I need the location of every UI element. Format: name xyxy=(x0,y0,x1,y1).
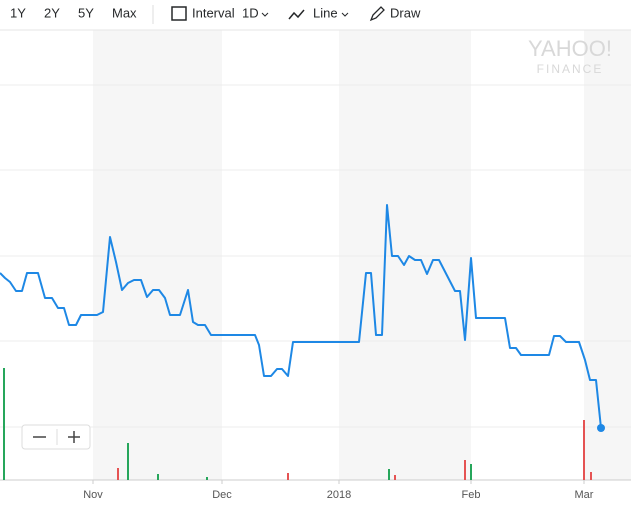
draw-icon xyxy=(369,6,385,22)
range-button[interactable]: 1Y xyxy=(10,5,26,20)
chart-type[interactable]: Line xyxy=(313,5,338,20)
plot: Nov Dec 2018 Feb Mar xyxy=(0,84,631,501)
interval-value[interactable]: 1D xyxy=(242,5,259,20)
volume-bar xyxy=(470,464,472,480)
x-tick-label: 2018 xyxy=(327,489,351,501)
range-button[interactable]: 5Y xyxy=(78,5,94,20)
chevron xyxy=(341,12,349,17)
last-point xyxy=(597,424,605,432)
interval-label[interactable]: Interval xyxy=(192,5,235,20)
x-tick-label: Nov xyxy=(83,489,103,501)
volume-bar xyxy=(464,460,466,480)
logo-brand: YAHOO! xyxy=(528,36,612,61)
volume-bar xyxy=(117,468,119,480)
band xyxy=(584,30,631,480)
x-tick-label: Mar xyxy=(575,489,594,501)
zoom-control xyxy=(21,424,91,450)
band xyxy=(93,30,222,480)
zoom-box xyxy=(21,424,91,450)
chevron xyxy=(261,12,269,17)
x-tick-label: Dec xyxy=(212,489,232,501)
logo-sub: FINANCE xyxy=(537,62,604,76)
volume-bar xyxy=(287,473,289,480)
interval-icon xyxy=(171,6,187,21)
draw-button[interactable]: Draw xyxy=(390,5,421,20)
toolbar: 1Y 2Y 5Y Max Interval 1D Line Draw xyxy=(10,5,421,24)
price-line xyxy=(0,204,602,429)
volume-bar xyxy=(388,469,390,480)
volume-bar xyxy=(583,420,585,480)
volume-bar xyxy=(3,368,5,480)
volume-bar xyxy=(157,474,159,480)
x-tick-label: Feb xyxy=(462,489,481,501)
range-button[interactable]: Max xyxy=(112,5,137,20)
line-icon xyxy=(288,9,305,20)
band xyxy=(339,30,471,480)
month-bands xyxy=(93,30,631,480)
volume-bar xyxy=(206,477,208,480)
volume-bar xyxy=(394,475,396,480)
volume-bar xyxy=(127,443,129,480)
volume-bar xyxy=(590,472,592,480)
range-button[interactable]: 2Y xyxy=(44,5,60,20)
